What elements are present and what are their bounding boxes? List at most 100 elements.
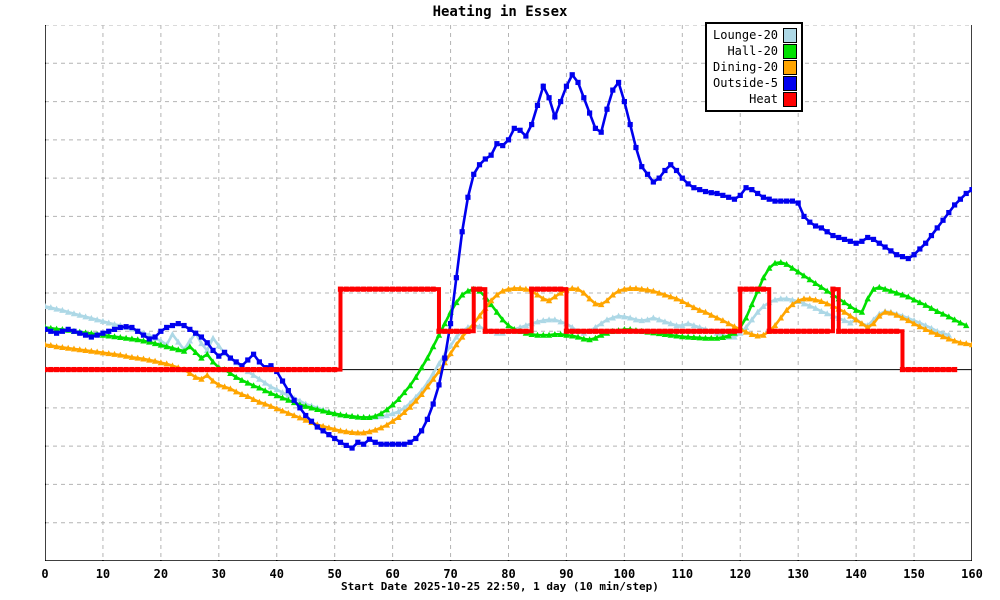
- data-point-marker: [175, 338, 182, 345]
- data-point-marker: [639, 328, 645, 334]
- data-point-marker: [882, 244, 888, 250]
- data-point-marker: [610, 87, 616, 93]
- data-point-marker: [261, 387, 269, 394]
- data-point-marker: [690, 334, 698, 341]
- data-point-marker: [604, 106, 610, 112]
- data-point-marker: [291, 366, 297, 373]
- data-point-marker: [105, 319, 112, 326]
- data-point-marker: [684, 301, 692, 308]
- data-point-marker: [939, 333, 947, 340]
- data-point-marker: [209, 334, 217, 341]
- data-point-marker: [204, 350, 211, 357]
- data-point-marker: [117, 334, 124, 341]
- data-point-marker: [267, 402, 275, 409]
- data-point-marker: [777, 258, 785, 265]
- x-tick-label: 90: [559, 567, 574, 581]
- data-point-marker: [865, 234, 871, 241]
- data-point-marker: [325, 424, 333, 431]
- data-point-marker: [939, 310, 947, 317]
- data-point-marker: [726, 328, 732, 334]
- data-point-marker: [968, 341, 972, 348]
- data-point-marker: [186, 370, 194, 376]
- legend-item-dining-20[interactable]: Dining-20: [713, 59, 798, 75]
- data-point-marker: [847, 238, 853, 244]
- data-point-marker: [731, 323, 738, 330]
- data-point-marker: [540, 331, 547, 338]
- data-point-marker: [529, 121, 535, 128]
- data-point-marker: [180, 347, 188, 354]
- data-point-marker: [47, 342, 54, 349]
- data-point-marker: [586, 295, 593, 302]
- data-point-marker: [117, 324, 123, 331]
- data-point-marker: [922, 322, 929, 329]
- data-point-marker: [655, 289, 663, 296]
- data-point-marker: [146, 356, 153, 363]
- data-point-marker: [830, 232, 836, 239]
- data-point-marker: [789, 328, 795, 334]
- data-point-marker: [383, 421, 391, 428]
- data-point-marker: [48, 328, 54, 334]
- data-point-marker: [609, 291, 616, 298]
- data-point-marker: [337, 411, 344, 418]
- data-point-marker: [841, 328, 848, 334]
- data-point-marker: [899, 366, 906, 373]
- data-point-marker: [471, 286, 477, 292]
- data-point-marker: [546, 286, 552, 292]
- data-point-marker: [401, 409, 408, 416]
- data-point-marker: [853, 328, 859, 334]
- data-point-marker: [916, 319, 924, 326]
- data-point-marker: [412, 397, 419, 404]
- data-point-marker: [748, 330, 756, 337]
- data-point-marker: [615, 79, 622, 86]
- data-point-marker: [204, 347, 211, 354]
- data-point-marker: [731, 333, 738, 340]
- data-point-marker: [453, 299, 460, 306]
- data-point-marker: [598, 328, 604, 334]
- legend-item-lounge-20[interactable]: Lounge-20: [713, 27, 798, 43]
- data-point-marker: [332, 435, 338, 442]
- data-point-marker: [945, 313, 953, 320]
- data-point-marker: [296, 397, 304, 404]
- data-point-marker: [719, 317, 727, 324]
- data-point-marker: [923, 240, 929, 246]
- data-point-marker: [621, 285, 628, 292]
- legend-item-heat[interactable]: Heat: [713, 91, 798, 107]
- data-point-marker: [772, 328, 778, 334]
- data-point-marker: [169, 330, 176, 337]
- data-point-marker: [222, 349, 228, 355]
- data-point-marker: [395, 414, 402, 421]
- data-point-marker: [256, 359, 262, 365]
- legend-item-outside-5[interactable]: Outside-5: [713, 75, 798, 91]
- legend-color-swatch: [783, 91, 798, 107]
- data-point-marker: [302, 402, 309, 409]
- data-point-marker: [297, 366, 303, 373]
- data-point-marker: [545, 331, 553, 338]
- data-point-marker: [800, 272, 808, 279]
- data-point-marker: [152, 334, 158, 340]
- data-point-marker: [366, 436, 373, 442]
- x-tick-label: 10: [95, 567, 111, 581]
- data-point-marker: [459, 328, 465, 334]
- data-point-marker: [887, 287, 895, 294]
- x-tick-label: 130: [787, 567, 810, 581]
- data-point-marker: [250, 371, 257, 378]
- x-axis-title: Start Date 2025-10-25 22:50, 1 day (10 m…: [341, 580, 659, 593]
- data-point-marker: [830, 286, 836, 292]
- data-point-marker: [673, 332, 680, 339]
- data-point-marker: [355, 439, 361, 445]
- data-point-marker: [540, 317, 547, 324]
- data-point-marker: [105, 350, 112, 357]
- data-point-marker: [685, 328, 691, 334]
- data-point-marker: [123, 324, 129, 330]
- data-point-marker: [934, 225, 940, 231]
- data-point-marker: [836, 234, 842, 241]
- data-point-marker: [435, 331, 443, 338]
- data-point-marker: [366, 414, 373, 421]
- data-point-marker: [465, 194, 471, 200]
- data-point-marker: [818, 225, 824, 231]
- series-heat: [45, 286, 958, 373]
- legend-item-hall-20[interactable]: Hall-20: [713, 43, 798, 59]
- data-point-marker: [952, 202, 958, 208]
- data-point-marker: [395, 408, 402, 415]
- data-point-marker: [858, 320, 866, 327]
